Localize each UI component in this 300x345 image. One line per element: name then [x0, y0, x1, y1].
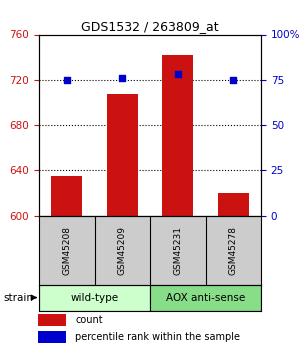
Text: GSM45231: GSM45231	[173, 226, 182, 275]
Bar	[218, 193, 248, 216]
Bar	[107, 95, 137, 216]
Bar	[38, 331, 66, 343]
Bar	[52, 176, 82, 216]
Text: wild-type: wild-type	[70, 293, 118, 303]
Bar	[163, 55, 193, 216]
Text: count: count	[75, 315, 103, 325]
Text: percentile rank within the sample: percentile rank within the sample	[75, 333, 240, 342]
Bar	[150, 285, 261, 310]
Title: GDS1532 / 263809_at: GDS1532 / 263809_at	[81, 20, 219, 33]
Point	[176, 71, 180, 77]
Text: GSM45209: GSM45209	[118, 226, 127, 275]
Text: GSM45208: GSM45208	[62, 226, 71, 275]
Point	[64, 77, 69, 82]
Text: GSM45278: GSM45278	[229, 226, 238, 275]
Point	[120, 75, 125, 81]
Bar	[38, 314, 66, 326]
Point	[231, 77, 236, 82]
Text: AOX anti-sense: AOX anti-sense	[166, 293, 245, 303]
Text: strain: strain	[3, 293, 33, 303]
Bar	[39, 285, 150, 310]
